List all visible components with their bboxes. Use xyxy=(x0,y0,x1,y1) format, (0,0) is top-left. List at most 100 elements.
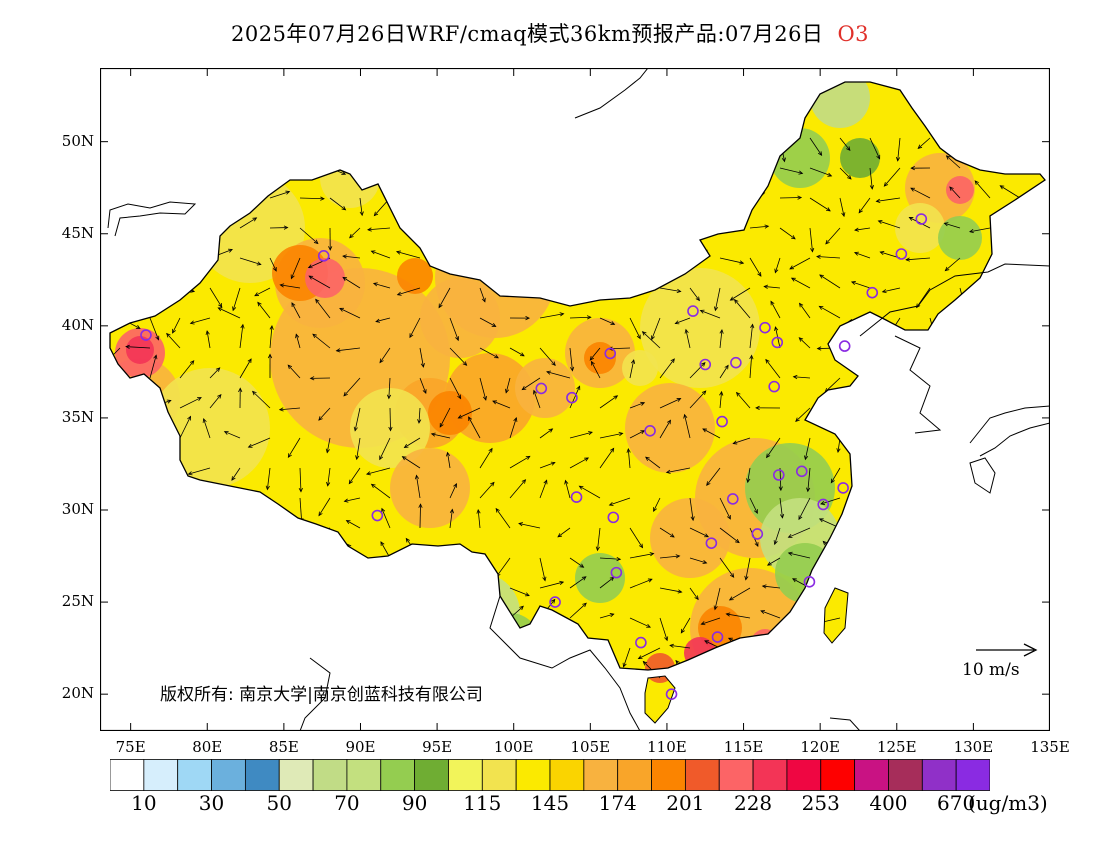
site-marker xyxy=(371,509,384,522)
colorbar-tick-label: 228 xyxy=(733,791,773,815)
lon-label: 130E xyxy=(953,738,994,756)
site-marker xyxy=(751,528,764,540)
colorbar-swatch xyxy=(888,759,923,791)
site-marker xyxy=(768,380,780,393)
map-frame xyxy=(100,68,1050,731)
lon-label: 105E xyxy=(570,738,611,756)
colorbar-swatch xyxy=(617,759,652,791)
site-marker xyxy=(772,469,785,481)
lon-label: 110E xyxy=(647,738,687,756)
lat-label: 20N xyxy=(61,684,94,703)
monitoring-sites xyxy=(140,213,928,700)
lon-label: 100E xyxy=(493,738,534,756)
colorbar-swatch xyxy=(143,759,179,791)
lon-label: 125E xyxy=(876,738,917,756)
wind-reference: 10 m/s xyxy=(962,643,1038,680)
colorbar-swatch xyxy=(211,759,246,791)
colorbar-tick-label: 115 xyxy=(463,791,502,815)
colorbar-tick-label: 10 xyxy=(131,791,157,815)
title-text: 2025年07月26日WRF/cmaq模式36km预报产品:07月26日 xyxy=(230,22,824,46)
lon-label: 75E xyxy=(115,738,146,756)
wind-reference-arrow-icon xyxy=(976,643,1038,657)
site-marker xyxy=(566,391,578,404)
colorbar-swatch xyxy=(515,759,551,791)
colorbar-swatch xyxy=(583,759,619,791)
copyright-text: 版权所有: 南京大学|南京创蓝科技有限公司 xyxy=(160,685,483,705)
site-marker xyxy=(838,340,851,352)
lon-label: 135E xyxy=(1030,738,1070,756)
site-marker xyxy=(711,631,724,643)
lat-label: 45N xyxy=(61,223,94,242)
site-marker xyxy=(817,498,830,511)
colorbar-tick-label: 30 xyxy=(198,791,225,815)
site-marker xyxy=(866,286,879,299)
colorbar xyxy=(110,759,990,791)
site-marker xyxy=(705,537,718,549)
lon-label: 90E xyxy=(345,738,376,756)
lon-label: 80E xyxy=(192,738,223,756)
site-marker xyxy=(535,382,548,395)
colorbar-swatch xyxy=(177,759,212,791)
colorbar-swatch xyxy=(346,759,382,791)
axis-ticks xyxy=(100,68,1050,731)
site-marker xyxy=(607,511,620,524)
ozone-map xyxy=(100,68,1050,731)
colorbar-tick-label: 201 xyxy=(666,791,705,815)
site-marker xyxy=(687,305,699,317)
site-marker xyxy=(771,336,784,349)
site-marker xyxy=(915,213,928,225)
site-marker xyxy=(759,321,771,334)
colorbar-tick-label: 253 xyxy=(801,791,840,815)
colorbar-tick-label: 400 xyxy=(869,791,908,815)
site-marker xyxy=(803,576,816,588)
colorbar-swatch xyxy=(448,759,483,791)
site-marker xyxy=(727,493,739,505)
colorbar-swatch xyxy=(481,759,517,791)
colorbar-tick-label: 70 xyxy=(334,791,360,815)
colorbar-swatch xyxy=(820,759,856,791)
lat-label: 40N xyxy=(61,315,94,334)
site-marker xyxy=(610,566,623,579)
colorbar-swatch xyxy=(718,759,754,791)
site-marker xyxy=(730,356,742,369)
site-marker xyxy=(716,415,728,428)
colorbar-tick-label: 174 xyxy=(598,791,637,815)
site-marker xyxy=(317,250,330,262)
site-marker xyxy=(570,491,583,503)
site-marker xyxy=(549,596,561,608)
colorbar-swatch xyxy=(414,759,449,791)
site-marker xyxy=(665,688,678,700)
lat-label: 50N xyxy=(61,131,94,150)
colorbar-swatch xyxy=(312,759,348,791)
lon-label: 120E xyxy=(800,738,840,756)
colorbar-swatch xyxy=(651,759,686,791)
colorbar-tick-label: 50 xyxy=(266,791,292,815)
colorbar-tick-label: 90 xyxy=(401,791,428,815)
lon-label: 115E xyxy=(723,738,764,756)
colorbar-swatch xyxy=(752,759,788,791)
colorbar-tick-label: 145 xyxy=(530,791,570,815)
colorbar-swatch xyxy=(786,759,822,791)
lat-label: 25N xyxy=(61,592,94,611)
colorbar-swatch xyxy=(854,759,889,791)
colorbar-unit: (ug/m3) xyxy=(968,791,1048,815)
lat-label: 35N xyxy=(61,407,94,426)
colorbar-swatch xyxy=(110,759,145,791)
colorbar-swatch xyxy=(921,759,957,791)
lon-label: 85E xyxy=(268,738,299,756)
colorbar-swatch xyxy=(244,759,280,791)
site-marker xyxy=(795,465,808,478)
wind-reference-label: 10 m/s xyxy=(962,660,1020,680)
site-marker xyxy=(699,358,712,371)
site-marker xyxy=(140,329,152,341)
site-marker xyxy=(644,425,656,437)
colorbar-swatch xyxy=(684,759,720,791)
colorbar-tick-label: 670 xyxy=(937,791,976,815)
colorbar-swatch xyxy=(955,759,990,791)
site-marker xyxy=(895,248,908,260)
colorbar-swatch xyxy=(549,759,585,791)
concentration-field xyxy=(110,82,1045,723)
title-species: O3 xyxy=(837,22,870,46)
map-title: 2025年07月26日WRF/cmaq模式36km预报产品:07月26日 O3 xyxy=(0,18,1100,48)
lon-label: 95E xyxy=(422,738,453,756)
